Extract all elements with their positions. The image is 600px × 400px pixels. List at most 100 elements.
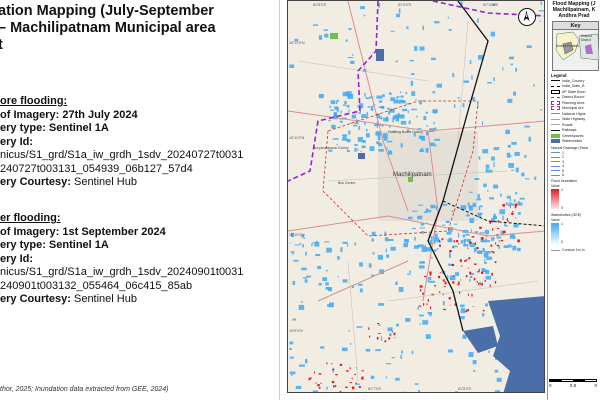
pre-flood-patch [496, 236, 501, 239]
post-flood-patch [419, 289, 422, 292]
post-flood-patch [482, 309, 485, 312]
post-flood-patch [378, 324, 381, 326]
pre-flood-patch [383, 136, 388, 141]
post-flood-patch [333, 385, 335, 388]
post-flood-patch [494, 261, 497, 264]
pre-flood-patch [503, 245, 509, 248]
pre-flood-patch [473, 370, 476, 372]
pre-flood-patch [315, 254, 321, 257]
pre-flood-patch [327, 304, 331, 307]
pre-flood-patch [447, 16, 449, 19]
pre-flood-patch [378, 143, 383, 147]
drainage-label: 4 [562, 164, 564, 169]
pre-flood-patch [395, 281, 398, 285]
pre-flood-patch [293, 259, 299, 262]
pre-flood-patch [379, 106, 384, 109]
pre-flood-patch [515, 217, 517, 219]
post-flood-patch [468, 241, 472, 244]
legend-symbol [551, 100, 560, 105]
pre-flood-patch [393, 99, 398, 104]
pre-flood-patch [448, 349, 453, 353]
pre-flood-patch [463, 244, 469, 247]
before-flooding-section: ore flooding: of Imagery: 27th July 2024… [0, 95, 243, 190]
legend-symbol [551, 139, 560, 144]
pre-flood-patch [406, 129, 410, 132]
pre-flood-patch [491, 218, 496, 221]
post-flood-patch [345, 386, 348, 388]
legend-label: Planning Area [562, 100, 585, 105]
pre-flood-patch [388, 110, 390, 115]
pre-flood-patch [460, 304, 465, 308]
post-flood-patch [473, 277, 476, 281]
post-flood-patch [434, 285, 437, 287]
pre-flood-patch [429, 128, 435, 132]
pre-flood-patch [493, 147, 500, 151]
post-flood-patch [452, 281, 455, 284]
post-flood-patch [418, 305, 422, 307]
pre-flood-patch [534, 176, 537, 180]
post-flood-patch [439, 244, 441, 247]
pre-flood-patch [351, 285, 354, 288]
pre-flood-patch [303, 237, 306, 239]
pre-flood-patch [416, 115, 418, 118]
pre-flood-patch [418, 244, 424, 248]
pre-flood-patch [506, 195, 511, 199]
pre-flood-patch [469, 273, 475, 275]
pre-flood-patch [493, 77, 495, 82]
pre-flood-patch [460, 279, 462, 281]
pre-flood-patch [336, 107, 339, 112]
before-date-value: 27th July 2024 [62, 108, 138, 121]
pre-flood-patch [398, 8, 401, 14]
post-flood-patch [361, 377, 364, 380]
drainage-symbol [551, 174, 560, 179]
post-flood-patch [427, 299, 429, 302]
after-date-label: of Imagery: [0, 225, 60, 238]
before-courtesy-label: ery Courtesy: [0, 176, 71, 188]
pre-flood-patch [447, 275, 449, 279]
pre-flood-patch [362, 140, 366, 144]
pre-flood-patch [500, 193, 502, 197]
pre-flood-patch [369, 146, 375, 151]
pre-flood-patch [328, 149, 333, 152]
pre-flood-patch [491, 237, 495, 241]
key-map-label: Krishna District [581, 34, 592, 42]
pre-flood-patch [485, 251, 491, 254]
pre-flood-patch [400, 354, 402, 359]
pre-flood-patch [462, 334, 467, 339]
pre-flood-patch [354, 122, 359, 125]
pre-flood-patch [398, 287, 404, 292]
pre-flood-patch [396, 323, 399, 327]
pre-flood-patch [432, 109, 438, 113]
pre-flood-patch [540, 109, 543, 111]
pre-flood-patch [476, 250, 482, 254]
legend-symbol [551, 133, 560, 138]
legend-items: India_Country India_State_B AP State Boun D… [548, 78, 600, 144]
pre-flood-patch [474, 178, 480, 180]
pre-flood-patch [419, 323, 421, 325]
pre-flood-patch [448, 29, 452, 31]
pre-flood-patch [328, 120, 332, 122]
pre-flood-patch [347, 57, 354, 59]
pre-flood-patch [359, 288, 363, 293]
drainage-item: 2 [551, 155, 600, 160]
post-flood-patch [384, 340, 387, 343]
flood-map[interactable]: Machilipatnam Suryanarayana Colony Housi… [287, 0, 545, 393]
pre-flood-patch [479, 205, 483, 208]
pre-flood-patch [326, 386, 328, 390]
pre-flood-patch [318, 94, 324, 99]
pre-flood-patch [472, 360, 477, 365]
pre-flood-patch [513, 199, 516, 203]
post-flood-patch [377, 323, 380, 324]
post-flood-patch [318, 373, 322, 375]
pre-flood-patch [425, 111, 428, 114]
pre-flood-patch [484, 258, 486, 264]
pre-flood-patch [474, 231, 478, 234]
pre-flood-patch [354, 242, 356, 246]
page-title: ation Mapping (July-September – Machilip… [0, 3, 216, 53]
drainage-label: 5 [562, 168, 564, 173]
pre-flood-patch [504, 225, 509, 227]
pre-flood-patch [480, 240, 486, 243]
pre-flood-patch [482, 313, 485, 317]
post-flood-patch [471, 236, 475, 238]
pre-flood-patch [421, 231, 425, 234]
